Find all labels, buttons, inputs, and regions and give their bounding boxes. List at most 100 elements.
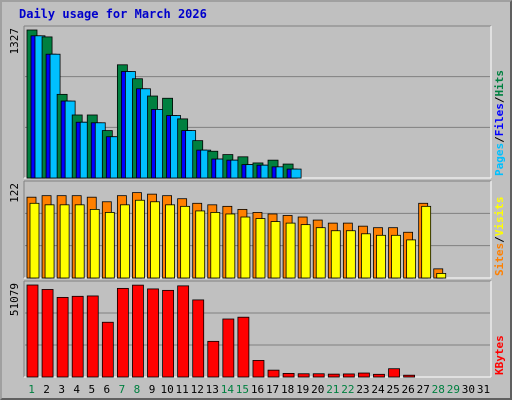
bar-kbytes-day-4	[71, 295, 84, 378]
bar-sites-day-19	[300, 224, 311, 279]
bar-kbytes-day-16	[252, 360, 265, 378]
bar-kbytes-day-1	[26, 284, 39, 378]
bar-sites-day-21	[330, 230, 341, 279]
y-max-label-pages-files-hits: 1327	[8, 28, 21, 55]
bar-kbytes-day-18	[282, 372, 295, 378]
bar-sites-day-5	[89, 208, 100, 279]
x-tick-label-day-24: 24	[371, 383, 385, 396]
bar-sites-day-16	[255, 218, 266, 279]
x-tick-label-day-26: 26	[402, 383, 415, 396]
bar-sites-day-28	[436, 273, 447, 279]
bar-kbytes-day-12	[192, 299, 205, 378]
bar-sites-day-27	[421, 205, 432, 279]
bar-sites-day-6	[104, 212, 115, 279]
bar-kbytes-day-24	[373, 373, 385, 378]
x-tick-label-day-8: 8	[134, 383, 141, 396]
bar-pages-day-18	[290, 168, 302, 179]
bar-sites-day-1	[29, 202, 40, 279]
bar-sites-day-9	[150, 201, 160, 279]
x-tick-label-day-22: 22	[341, 383, 354, 396]
bar-sites-day-13	[210, 212, 221, 279]
x-tick-label-day-18: 18	[281, 383, 294, 396]
bar-kbytes-day-13	[207, 340, 220, 378]
bar-kbytes-day-7	[116, 287, 129, 378]
bar-kbytes-day-6	[101, 321, 114, 378]
x-tick-label-day-5: 5	[88, 383, 95, 396]
bar-kbytes-day-14	[222, 318, 235, 378]
legend-pages-files-hits: Pages/Files/Hits	[493, 70, 506, 176]
bar-kbytes-day-5	[86, 295, 99, 378]
legend-item: Hits	[493, 70, 506, 97]
bar-sites-day-3	[59, 204, 70, 279]
x-tick-label-day-31: 31	[477, 383, 490, 396]
x-tick-label-day-17: 17	[266, 383, 279, 396]
legend-item: /	[493, 96, 506, 103]
bar-kbytes-day-2	[41, 289, 54, 378]
x-tick-label-day-27: 27	[417, 383, 430, 396]
legend-item: /	[493, 236, 506, 243]
bar-sites-day-12	[195, 210, 206, 279]
bar-kbytes-day-11	[177, 285, 190, 378]
bar-kbytes-day-22	[342, 373, 355, 378]
bar-kbytes-day-15	[237, 316, 250, 378]
bar-sites-day-17	[270, 221, 281, 279]
legend-item: Visits	[493, 197, 506, 237]
x-tick-label-day-16: 16	[251, 383, 264, 396]
legend-kbytes: KBytes	[493, 335, 506, 375]
bar-kbytes-day-3	[56, 296, 69, 378]
x-tick-label-day-7: 7	[119, 383, 126, 396]
x-tick-label-day-3: 3	[58, 383, 65, 396]
bar-sites-day-24	[376, 234, 386, 279]
x-tick-label-day-21: 21	[326, 383, 339, 396]
legend-item: /	[493, 136, 506, 143]
bar-sites-day-4	[74, 204, 85, 279]
bar-sites-day-15	[240, 216, 251, 279]
bar-sites-day-18	[285, 222, 296, 279]
y-max-label-kbytes: 51079	[8, 283, 21, 316]
bar-sites-day-23	[361, 233, 371, 279]
bar-kbytes-day-26	[403, 374, 416, 378]
bar-sites-day-20	[315, 227, 326, 279]
x-tick-label-day-12: 12	[191, 383, 204, 396]
x-tick-label-day-30: 30	[462, 383, 475, 396]
bar-sites-day-14	[225, 213, 236, 279]
bar-kbytes-day-23	[358, 372, 370, 378]
legend-item: Pages	[493, 143, 506, 176]
x-tick-label-day-20: 20	[311, 383, 324, 396]
chart-title: Daily usage for March 2026	[19, 7, 207, 21]
bar-sites-day-7	[119, 204, 130, 279]
bar-kbytes-day-21	[327, 373, 340, 378]
legend-item: Sites	[493, 243, 506, 276]
legend-sites-visits: Sites/Visits	[493, 197, 506, 277]
bar-sites-day-22	[345, 230, 356, 279]
x-tick-label-day-11: 11	[176, 383, 189, 396]
x-tick-label-day-4: 4	[73, 383, 80, 396]
bar-kbytes-day-19	[297, 373, 310, 378]
x-tick-label-day-15: 15	[236, 383, 249, 396]
y-max-label-sites-visits: 122	[8, 183, 21, 203]
x-tick-label-day-2: 2	[43, 383, 50, 396]
x-tick-label-day-19: 19	[296, 383, 309, 396]
bar-kbytes-day-8	[132, 284, 144, 378]
x-tick-label-day-10: 10	[160, 383, 173, 396]
x-tick-label-day-14: 14	[221, 383, 235, 396]
bar-sites-day-25	[391, 234, 401, 279]
x-tick-label-day-25: 25	[386, 383, 399, 396]
x-tick-label-day-9: 9	[149, 383, 156, 396]
x-tick-label-day-29: 29	[447, 383, 460, 396]
bar-kbytes-day-20	[312, 373, 325, 378]
bar-kbytes-day-9	[147, 288, 159, 378]
x-tick-label-day-28: 28	[432, 383, 445, 396]
x-tick-label-day-13: 13	[206, 383, 219, 396]
bar-sites-day-2	[44, 204, 55, 279]
x-tick-label-day-23: 23	[356, 383, 369, 396]
x-tick-label-day-6: 6	[104, 383, 111, 396]
bar-sites-day-26	[406, 239, 417, 279]
bar-sites-day-8	[135, 199, 145, 279]
bar-kbytes-day-10	[162, 289, 174, 378]
bar-kbytes-day-25	[388, 368, 400, 378]
bar-sites-day-10	[165, 204, 175, 279]
bar-kbytes-day-17	[267, 369, 280, 378]
legend-item: KBytes	[493, 335, 506, 375]
